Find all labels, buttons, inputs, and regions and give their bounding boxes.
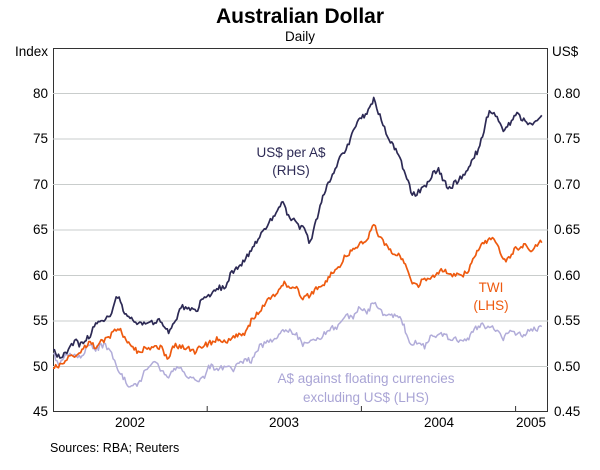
left-axis-unit-label: Index (14, 44, 48, 59)
right-tick-0.65: 0.65 (554, 222, 581, 237)
chart-subtitle: Daily (284, 29, 315, 44)
left-tick-45: 45 (32, 404, 48, 419)
sources-footer: Sources: RBA; Reuters (50, 441, 180, 455)
right-tick-0.60: 0.60 (554, 268, 581, 283)
right-tick-0.80: 0.80 (554, 86, 581, 101)
right-tick-0.75: 0.75 (554, 131, 581, 146)
annotation-twi: TWI (LHS) (431, 279, 551, 315)
right-tick-0.50: 0.50 (554, 359, 581, 374)
annotation-usd-line2: (RHS) (272, 163, 310, 178)
annotation-floating-currencies: A$ against floating currencies excluding… (206, 369, 526, 407)
year-label-2004: 2004 (423, 415, 455, 430)
left-tick-75: 75 (32, 131, 48, 146)
annotation-twi-line1: TWI (478, 280, 504, 295)
right-tick-0.55: 0.55 (554, 313, 581, 328)
left-tick-60: 60 (32, 268, 48, 283)
plot-area-frame (53, 48, 548, 412)
chart-title: Australian Dollar (215, 5, 385, 28)
left-tick-65: 65 (32, 222, 48, 237)
year-label-2002: 2002 (114, 415, 146, 430)
right-tick-0.45: 0.45 (554, 404, 581, 419)
annotation-twi-line2: (LHS) (473, 298, 509, 313)
annotation-usd-per-aud: US$ per A$ (RHS) (181, 144, 401, 180)
annotation-floating-line1: A$ against floating currencies (277, 371, 455, 386)
year-label-2005: 2005 (515, 415, 547, 430)
annotation-floating-line2: excluding US$ (LHS) (302, 390, 430, 405)
right-axis-unit-label: US$ (552, 44, 579, 59)
left-tick-55: 55 (32, 313, 48, 328)
left-tick-80: 80 (32, 86, 48, 101)
right-tick-0.70: 0.70 (554, 177, 581, 192)
left-tick-50: 50 (32, 359, 48, 374)
left-tick-70: 70 (32, 177, 48, 192)
annotation-usd-line1: US$ per A$ (256, 145, 326, 160)
year-label-2003: 2003 (268, 415, 300, 430)
